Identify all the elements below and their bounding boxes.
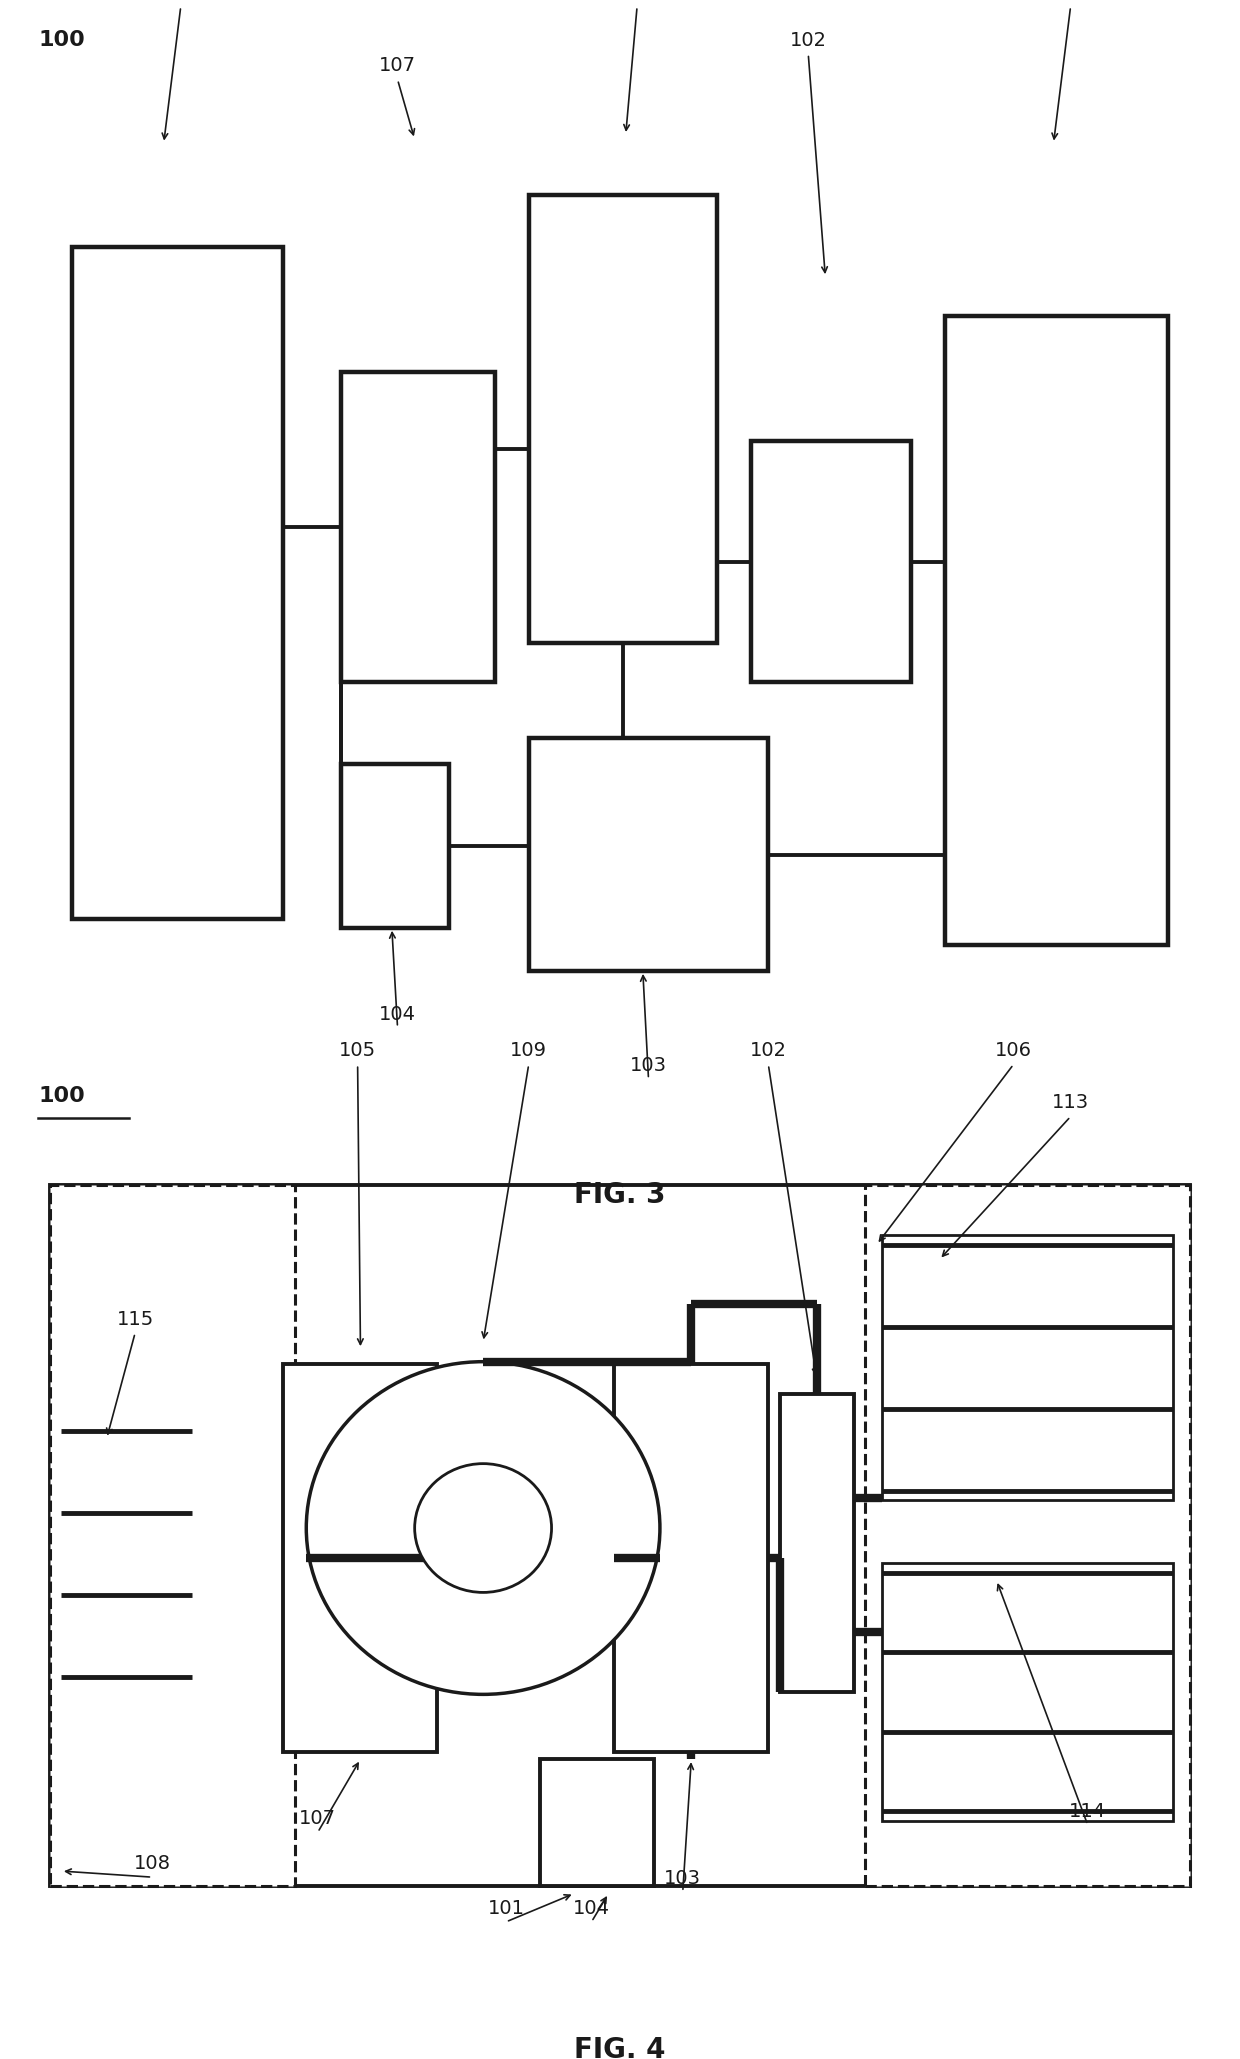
Text: 105: 105	[619, 0, 656, 2]
Text: FIG. 3: FIG. 3	[574, 1182, 666, 1209]
Bar	[614, 1363, 769, 1752]
Bar	[50, 1186, 295, 1886]
Bar	[541, 1758, 655, 1886]
Text: 102: 102	[790, 31, 827, 49]
Bar	[341, 764, 449, 929]
Bar	[284, 1363, 438, 1752]
Text: 107: 107	[379, 56, 417, 76]
Text: 106: 106	[994, 1042, 1032, 1060]
Text: 114: 114	[1069, 1802, 1106, 1820]
Bar	[50, 1186, 1190, 1886]
Bar	[945, 315, 1168, 945]
Text: 109: 109	[510, 1042, 547, 1060]
Text: 107: 107	[299, 1810, 336, 1828]
Bar	[528, 739, 769, 972]
Bar	[866, 1186, 1190, 1886]
Text: 106: 106	[1052, 0, 1089, 2]
Bar	[341, 373, 495, 682]
Text: 113: 113	[1052, 1093, 1089, 1112]
Text: 108: 108	[162, 0, 200, 2]
Text: 108: 108	[134, 1853, 171, 1874]
Text: 115: 115	[117, 1310, 154, 1328]
Ellipse shape	[414, 1464, 552, 1592]
Text: 105: 105	[339, 1042, 376, 1060]
Text: 103: 103	[665, 1870, 702, 1888]
Text: 100: 100	[38, 31, 86, 49]
Bar	[780, 1394, 854, 1692]
Text: 104: 104	[573, 1898, 610, 1917]
Text: 101: 101	[487, 1898, 525, 1917]
Text: FIG. 4: FIG. 4	[574, 2036, 666, 2059]
Bar	[528, 196, 717, 642]
Bar	[883, 1563, 1173, 1820]
Text: 102: 102	[750, 1042, 787, 1060]
Text: 100: 100	[38, 1085, 86, 1106]
Bar	[751, 441, 911, 682]
Bar	[883, 1235, 1173, 1501]
Text: 103: 103	[630, 1056, 667, 1075]
Text: 104: 104	[379, 1005, 417, 1023]
Ellipse shape	[306, 1361, 660, 1695]
Bar	[72, 247, 284, 918]
